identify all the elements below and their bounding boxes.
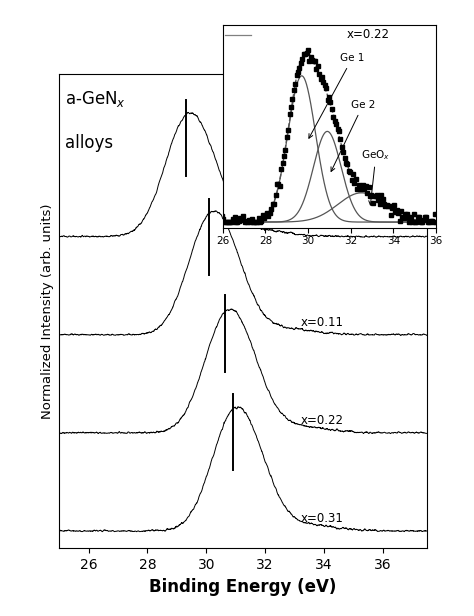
X-axis label: Binding Energy (eV): Binding Energy (eV) [149, 578, 337, 596]
Text: GeO$_x$: GeO$_x$ [361, 148, 391, 205]
Text: x=0.11: x=0.11 [300, 316, 343, 329]
Text: x=0.22: x=0.22 [300, 414, 343, 428]
Text: Ge 2: Ge 2 [331, 100, 375, 171]
Text: x=0: x=0 [300, 218, 325, 231]
Text: x=0.31: x=0.31 [300, 513, 343, 525]
Y-axis label: Normalized Intensity (arb. units): Normalized Intensity (arb. units) [41, 203, 54, 419]
Text: Ge 1: Ge 1 [309, 53, 365, 138]
Text: alloys: alloys [65, 134, 113, 152]
Text: x=0.22: x=0.22 [346, 28, 390, 41]
Text: a-GeN$_x$: a-GeN$_x$ [65, 89, 126, 110]
